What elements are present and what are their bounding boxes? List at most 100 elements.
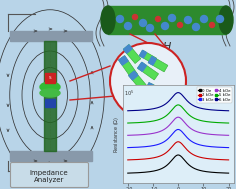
Bar <box>44 41 56 151</box>
FancyBboxPatch shape <box>138 62 159 80</box>
Text: H: H <box>163 42 171 52</box>
6 kOe <box>227 110 230 112</box>
4 kOe <box>200 132 203 134</box>
FancyBboxPatch shape <box>146 83 164 95</box>
FancyBboxPatch shape <box>131 85 149 103</box>
Text: S: S <box>49 76 51 80</box>
Legend: 0 Oe, 2 kOe, 3 kOe, 4 kOe, 5 kOe, 6 kOe: 0 Oe, 2 kOe, 3 kOe, 4 kOe, 5 kOe, 6 kOe <box>197 87 232 103</box>
6 kOe <box>200 107 203 109</box>
6 kOe <box>199 107 202 109</box>
4 kOe <box>199 132 202 134</box>
0 Oe <box>139 171 141 174</box>
3 kOe <box>166 138 169 140</box>
0 Oe <box>126 172 129 174</box>
3 kOe <box>190 140 193 142</box>
6 kOe <box>126 110 129 112</box>
Bar <box>148 57 156 65</box>
Bar <box>139 50 147 58</box>
FancyBboxPatch shape <box>148 56 168 72</box>
Ellipse shape <box>40 82 60 92</box>
Text: Analyzer: Analyzer <box>34 177 64 183</box>
6 kOe <box>177 91 179 94</box>
Line: 6 kOe: 6 kOe <box>128 93 229 111</box>
2 kOe <box>139 158 141 160</box>
5 kOe <box>166 113 169 116</box>
Bar <box>108 6 226 34</box>
Bar <box>138 62 146 71</box>
2 kOe <box>199 156 202 159</box>
Circle shape <box>132 15 138 19</box>
Circle shape <box>210 22 215 28</box>
3 kOe <box>227 146 230 149</box>
Text: $10^5$: $10^5$ <box>124 89 134 98</box>
0 Oe <box>166 163 169 166</box>
Bar <box>119 56 128 65</box>
2 kOe <box>177 141 179 143</box>
6 kOe <box>166 101 169 103</box>
Circle shape <box>193 23 199 30</box>
Circle shape <box>177 22 182 28</box>
2 kOe <box>200 156 203 159</box>
0 Oe <box>159 168 162 170</box>
4 kOe <box>190 128 193 130</box>
6 kOe <box>190 103 193 105</box>
Circle shape <box>156 16 160 22</box>
4 kOe <box>159 130 162 132</box>
5 kOe <box>139 121 141 124</box>
5 kOe <box>190 115 193 118</box>
2 kOe <box>126 159 129 161</box>
Bar <box>131 85 139 93</box>
0 Oe <box>190 166 193 168</box>
Y-axis label: Resistance ($\Omega$): Resistance ($\Omega$) <box>112 116 121 153</box>
Circle shape <box>185 16 191 23</box>
Ellipse shape <box>101 6 115 34</box>
4 kOe <box>166 126 169 128</box>
3 kOe <box>177 128 179 131</box>
Line: 2 kOe: 2 kOe <box>128 142 229 160</box>
2 kOe <box>166 150 169 153</box>
FancyBboxPatch shape <box>118 56 138 78</box>
0 Oe <box>199 170 202 172</box>
Bar <box>129 71 138 80</box>
Ellipse shape <box>40 89 60 97</box>
FancyBboxPatch shape <box>123 45 141 64</box>
6 kOe <box>139 109 141 111</box>
Circle shape <box>147 25 153 32</box>
6 kOe <box>159 105 162 108</box>
0 Oe <box>200 170 203 172</box>
Polygon shape <box>10 151 92 161</box>
Line: 3 kOe: 3 kOe <box>128 129 229 148</box>
0 Oe <box>227 172 230 174</box>
Circle shape <box>201 15 207 22</box>
4 kOe <box>139 134 141 136</box>
Text: Impedance: Impedance <box>30 170 68 176</box>
3 kOe <box>159 142 162 145</box>
Bar <box>45 73 55 83</box>
Bar <box>123 45 132 53</box>
FancyBboxPatch shape <box>10 163 88 187</box>
Circle shape <box>139 19 147 26</box>
FancyBboxPatch shape <box>129 71 148 91</box>
5 kOe <box>227 122 230 124</box>
3 kOe <box>126 146 129 149</box>
4 kOe <box>227 134 230 136</box>
Ellipse shape <box>219 6 233 34</box>
2 kOe <box>227 159 230 161</box>
2 kOe <box>190 152 193 155</box>
Circle shape <box>117 15 123 22</box>
0 Oe <box>177 154 179 156</box>
Bar <box>45 99 55 107</box>
Line: 0 Oe: 0 Oe <box>128 155 229 173</box>
Bar <box>147 83 153 90</box>
Circle shape <box>216 15 223 22</box>
Circle shape <box>110 43 186 119</box>
Circle shape <box>161 22 169 29</box>
4 kOe <box>177 116 179 118</box>
4 kOe <box>126 134 129 136</box>
Circle shape <box>125 22 131 29</box>
5 kOe <box>177 104 179 106</box>
Line: 5 kOe: 5 kOe <box>128 105 229 123</box>
Circle shape <box>169 15 176 22</box>
2 kOe <box>159 155 162 157</box>
Line: 4 kOe: 4 kOe <box>128 117 229 135</box>
